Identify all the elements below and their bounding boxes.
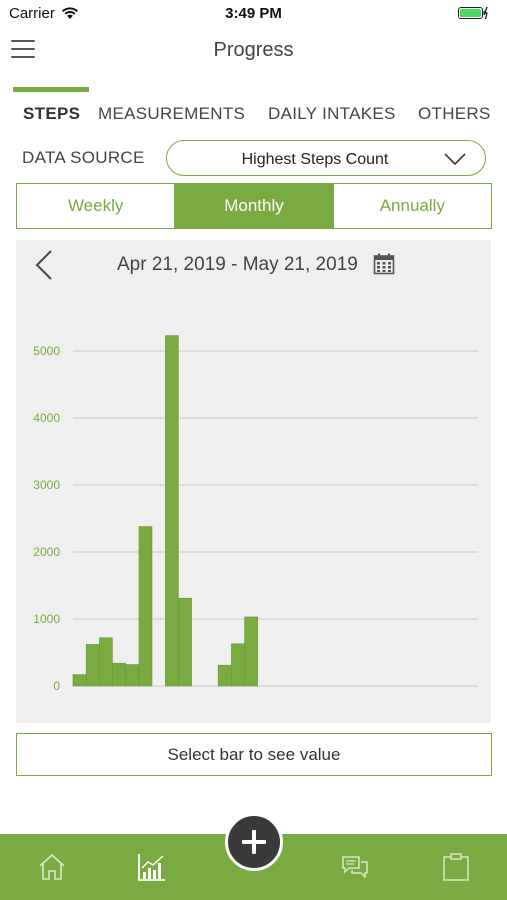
chevron-down-icon (444, 153, 466, 166)
chevron-left-icon[interactable] (34, 249, 54, 281)
battery-icon (458, 6, 488, 20)
tab-daily-intakes[interactable]: DAILY INTAKES (268, 104, 396, 123)
carrier-label: Carrier (9, 5, 55, 22)
hamburger-menu-icon[interactable] (11, 40, 35, 58)
data-source-dropdown[interactable]: Highest Steps Count (166, 140, 486, 176)
chart-bar[interactable] (165, 335, 179, 687)
add-entry-button[interactable] (225, 813, 283, 871)
tab-measurements[interactable]: MEASUREMENTS (98, 104, 246, 123)
chart-bar[interactable] (244, 616, 258, 687)
period-annually-button[interactable]: Annually (379, 196, 445, 215)
chart-bar[interactable] (85, 644, 100, 687)
chart-bar[interactable] (112, 662, 126, 687)
category-tabs: STEPS MEASUREMENTS DAILY INTAKES OTHERS (0, 104, 507, 128)
data-source-value: Highest Steps Count (241, 151, 389, 168)
status-time: 3:49 PM (225, 5, 282, 22)
chart-bar[interactable] (217, 664, 232, 687)
status-bar: Carrier 3:49 PM (0, 0, 507, 28)
selected-bar-value-box: Select bar to see value (16, 733, 492, 776)
period-monthly-button[interactable]: Monthly (175, 184, 334, 228)
period-segmented-control: Weekly Monthly Annually (16, 183, 492, 229)
select-bar-hint: Select bar to see value (167, 744, 341, 764)
page-title: Progress (213, 39, 294, 61)
home-icon[interactable] (37, 852, 67, 882)
date-range-label: Apr 21, 2019 - May 21, 2019 (117, 254, 358, 275)
chat-bubbles-icon[interactable] (340, 852, 370, 882)
chart-bar[interactable] (178, 597, 192, 687)
chart-bar[interactable] (72, 674, 87, 687)
chart-bar[interactable] (138, 526, 153, 687)
plus-icon (242, 830, 266, 854)
chart-bar[interactable] (125, 664, 140, 687)
active-tab-indicator (13, 87, 89, 92)
period-weekly-button[interactable]: Weekly (17, 184, 176, 228)
wifi-icon (62, 7, 78, 19)
tab-steps[interactable]: STEPS (23, 104, 81, 123)
clipboard-icon[interactable] (441, 852, 471, 882)
tab-others[interactable]: OTHERS (418, 104, 491, 123)
bar-chart-icon[interactable] (137, 852, 167, 882)
calendar-icon[interactable] (373, 253, 395, 275)
data-source-label: DATA SOURCE (22, 148, 145, 167)
chart-bar[interactable] (99, 637, 113, 687)
chart-bar[interactable] (231, 643, 245, 687)
